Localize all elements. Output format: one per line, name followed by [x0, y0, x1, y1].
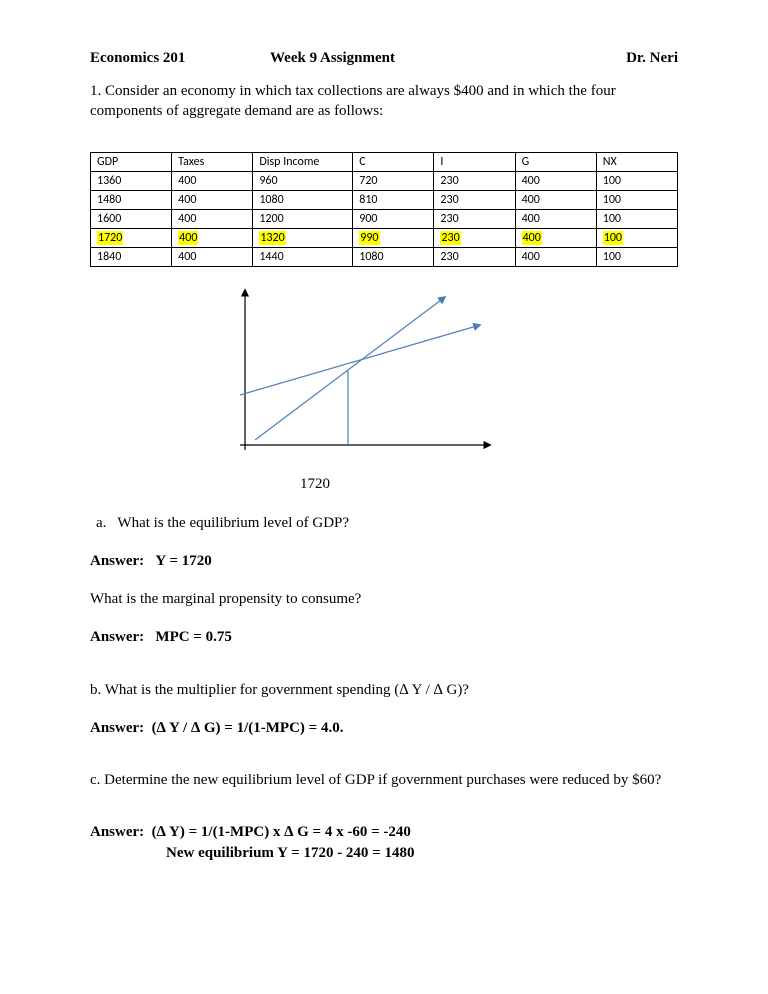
table-cell: 1480 [91, 190, 172, 209]
question-a: a. What is the equilibrium level of GDP? [90, 513, 678, 533]
table-cell: 810 [353, 190, 434, 209]
table-row: 184040014401080230400100 [91, 247, 678, 266]
table-cell: 230 [434, 247, 515, 266]
table-header-cell: Disp Income [253, 152, 353, 171]
table-cell: 400 [515, 171, 596, 190]
table-cell: 720 [353, 171, 434, 190]
answer-mpc-value: MPC = 0.75 [155, 629, 231, 645]
table-cell: 1080 [253, 190, 353, 209]
assignment-title: Week 9 Assignment [270, 50, 598, 67]
table-cell: 990 [353, 228, 434, 247]
table-cell: 1200 [253, 209, 353, 228]
table-row: 14804001080810230400100 [91, 190, 678, 209]
table-cell: 400 [172, 171, 253, 190]
table-cell: 100 [596, 228, 677, 247]
table-cell: 400 [515, 247, 596, 266]
table-cell: 400 [172, 209, 253, 228]
table-cell: 400 [515, 228, 596, 247]
chart-x-label: 1720 [300, 476, 678, 493]
table-cell: 100 [596, 209, 677, 228]
table-cell: 1720 [91, 228, 172, 247]
question-c: c. Determine the new equilibrium level o… [90, 770, 678, 790]
table-cell: 1600 [91, 209, 172, 228]
table-header-cell: G [515, 152, 596, 171]
table-header-row: GDPTaxesDisp IncomeCIGNX [91, 152, 678, 171]
table-cell: 100 [596, 171, 677, 190]
table-header-cell: NX [596, 152, 677, 171]
table-cell: 1080 [353, 247, 434, 266]
question-a-letter: a. [96, 515, 106, 531]
table-header-cell: I [434, 152, 515, 171]
equilibrium-chart [200, 285, 678, 470]
table-header-cell: C [353, 152, 434, 171]
table-cell: 230 [434, 171, 515, 190]
answer-label: Answer: [90, 720, 144, 736]
question-a-text: What is the equilibrium level of GDP? [117, 515, 349, 531]
answer-mpc: Answer: MPC = 0.75 [90, 627, 678, 647]
page-header: Economics 201 Week 9 Assignment Dr. Neri [90, 50, 678, 67]
answer-b: Answer: (∆ Y / ∆ G) = 1/(1-MPC) = 4.0. [90, 718, 678, 738]
answer-label: Answer: [90, 553, 144, 569]
table-cell: 1840 [91, 247, 172, 266]
table-cell: 100 [596, 190, 677, 209]
table-cell: 900 [353, 209, 434, 228]
question-b: b. What is the multiplier for government… [90, 680, 678, 700]
answer-a-value: Y = 1720 [155, 553, 211, 569]
table-row: 1360400960720230400100 [91, 171, 678, 190]
table-header-cell: GDP [91, 152, 172, 171]
table-cell: 400 [172, 228, 253, 247]
table-cell: 400 [515, 190, 596, 209]
table-cell: 400 [172, 190, 253, 209]
question-intro: 1. Consider an economy in which tax coll… [90, 81, 678, 122]
answer-c-line2: New equilibrium Y = 1720 - 240 = 1480 [166, 845, 414, 861]
answer-label: Answer: [90, 629, 144, 645]
table-cell: 230 [434, 209, 515, 228]
table-header-cell: Taxes [172, 152, 253, 171]
answer-label: Answer: [90, 824, 144, 840]
table-cell: 960 [253, 171, 353, 190]
question-mpc: What is the marginal propensity to consu… [90, 589, 678, 609]
table-cell: 230 [434, 228, 515, 247]
table-row: 17204001320990230400100 [91, 228, 678, 247]
table-cell: 400 [515, 209, 596, 228]
table-cell: 400 [172, 247, 253, 266]
author-name: Dr. Neri [598, 50, 678, 67]
answer-a: Answer: Y = 1720 [90, 551, 678, 571]
answer-c-line1: (∆ Y) = 1/(1-MPC) x ∆ G = 4 x -60 = -240 [152, 824, 411, 840]
aggregate-demand-table: GDPTaxesDisp IncomeCIGNX1360400960720230… [90, 152, 678, 267]
answer-c: Answer: (∆ Y) = 1/(1-MPC) x ∆ G = 4 x -6… [90, 822, 678, 863]
table-cell: 1320 [253, 228, 353, 247]
table-cell: 230 [434, 190, 515, 209]
answer-b-value: (∆ Y / ∆ G) = 1/(1-MPC) = 4.0. [152, 720, 344, 736]
table-cell: 1360 [91, 171, 172, 190]
table-cell: 1440 [253, 247, 353, 266]
table-row: 16004001200900230400100 [91, 209, 678, 228]
table-cell: 100 [596, 247, 677, 266]
course-code: Economics 201 [90, 50, 270, 67]
document-page: Economics 201 Week 9 Assignment Dr. Neri… [0, 0, 768, 941]
